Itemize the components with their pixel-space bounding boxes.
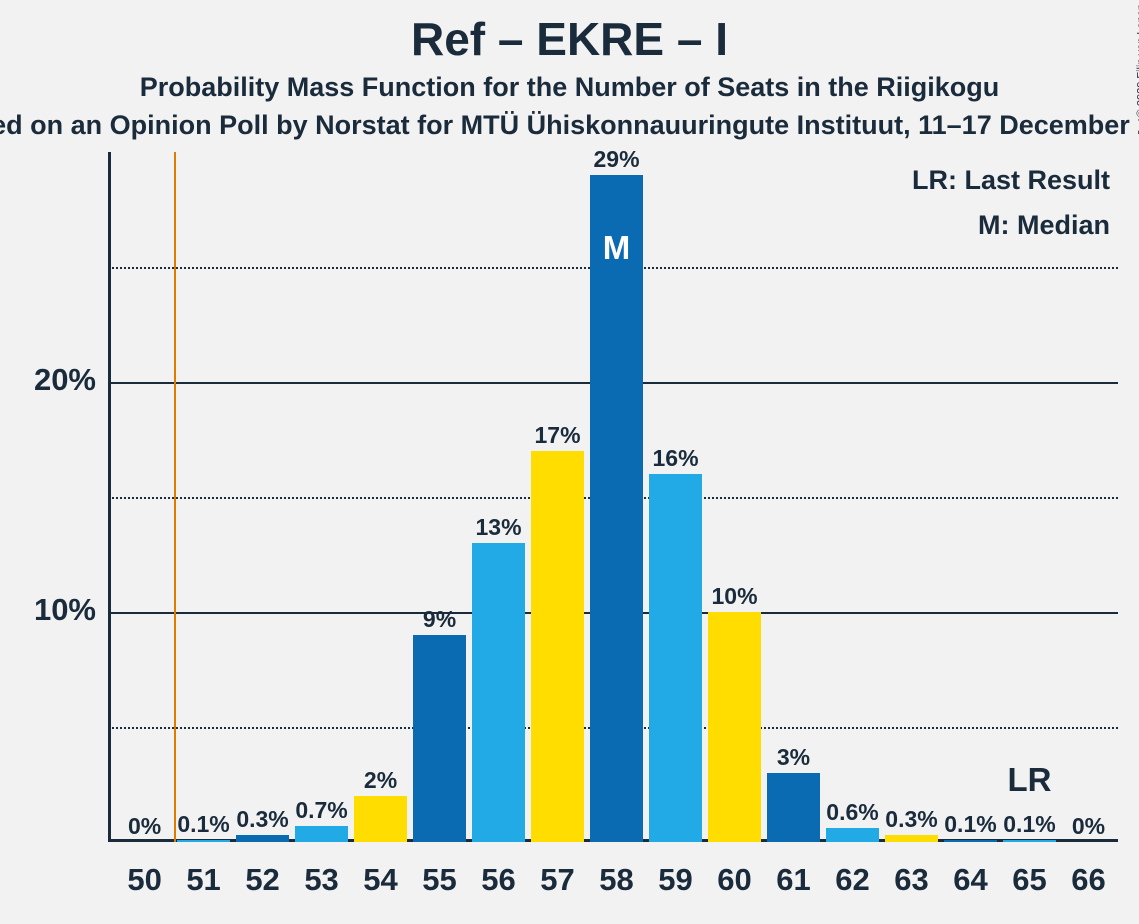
bar <box>472 543 525 842</box>
bar-value-label: 29% <box>572 146 660 173</box>
x-tick-label: 57 <box>528 862 587 898</box>
copyright-text: © 2020 Filip van Lanen <box>1135 4 1139 117</box>
x-tick-label: 59 <box>646 862 705 898</box>
y-tick-label: 10% <box>0 592 96 628</box>
median-marker: M <box>587 229 646 267</box>
bar <box>354 796 407 842</box>
x-tick-label: 58 <box>587 862 646 898</box>
x-tick-label: 60 <box>705 862 764 898</box>
bar-value-label: 2% <box>336 767 424 794</box>
chart-subtitle: Probability Mass Function for the Number… <box>0 72 1139 103</box>
bar-value-label: 9% <box>395 606 483 633</box>
bar <box>295 826 348 842</box>
bar <box>531 451 584 842</box>
x-tick-label: 53 <box>292 862 351 898</box>
x-tick-label: 51 <box>174 862 233 898</box>
x-tick-label: 62 <box>823 862 882 898</box>
bar-value-label: 3% <box>749 744 837 771</box>
bar <box>1003 840 1056 842</box>
x-tick-label: 50 <box>115 862 174 898</box>
y-tick-label: 20% <box>0 362 96 398</box>
plot-area: 0%0.1%0.3%0.7%2%9%13%17%29%16%10%3%0.6%0… <box>108 152 1118 842</box>
x-tick-label: 52 <box>233 862 292 898</box>
y-axis <box>108 152 111 842</box>
bar <box>413 635 466 842</box>
x-tick-label: 63 <box>882 862 941 898</box>
x-tick-label: 66 <box>1059 862 1118 898</box>
chart-source-line: Based on an Opinion Poll by Norstat for … <box>0 110 1139 141</box>
x-tick-label: 61 <box>764 862 823 898</box>
x-tick-label: 55 <box>410 862 469 898</box>
bar-value-label: 16% <box>631 445 719 472</box>
bar <box>708 612 761 842</box>
bar-value-label: 17% <box>513 422 601 449</box>
bar <box>590 175 643 842</box>
bar <box>177 840 230 842</box>
bar-value-label: 0% <box>1044 813 1132 840</box>
bar-value-label: 13% <box>454 514 542 541</box>
x-tick-label: 64 <box>941 862 1000 898</box>
last-result-label: LR <box>971 761 1089 799</box>
chart-stage: Ref – EKRE – I Probability Mass Function… <box>0 0 1139 924</box>
x-tick-label: 56 <box>469 862 528 898</box>
bar <box>236 835 289 842</box>
bar-value-label: 10% <box>690 583 778 610</box>
bar-value-label: 0.7% <box>277 797 365 824</box>
last-result-line <box>174 152 176 842</box>
chart-title: Ref – EKRE – I <box>0 12 1139 66</box>
bar <box>944 840 997 842</box>
x-tick-label: 54 <box>351 862 410 898</box>
bar <box>649 474 702 842</box>
x-tick-label: 65 <box>1000 862 1059 898</box>
